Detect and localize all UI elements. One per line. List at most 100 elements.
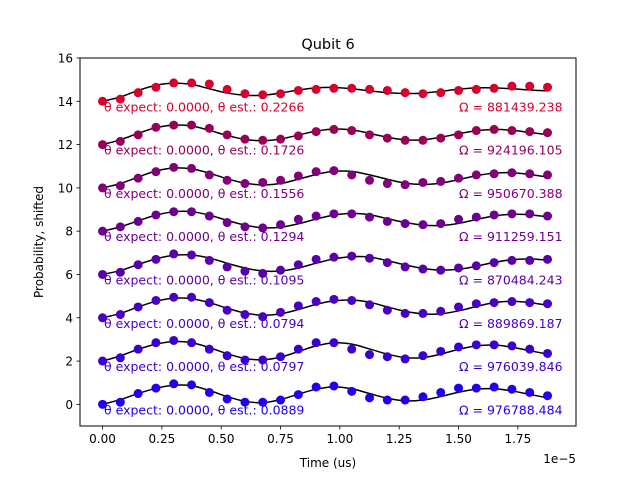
x-tick-label: 0.50 [208,432,235,446]
data-point [240,89,250,99]
data-point [507,384,517,394]
data-point [525,387,535,397]
x-tick-label: 0.00 [89,432,116,446]
data-point [454,342,464,352]
data-point [543,211,553,221]
data-point [204,298,214,308]
data-point [276,134,286,144]
data-point [169,207,179,217]
data-point [507,126,517,136]
y-tick-label: 10 [58,181,73,195]
data-point [187,163,197,173]
data-point [293,390,303,400]
data-point [329,381,339,391]
data-point [454,173,464,183]
data-point [400,308,410,318]
theta-annotation: θ expect: 0.0000, θ est.: 0.1095 [104,272,304,287]
data-point [311,211,321,221]
data-point [311,254,321,264]
omega-annotation: Ω = 976039.846 [459,359,563,374]
data-point [258,355,268,365]
data-point [276,352,286,362]
data-point [400,219,410,229]
data-point [382,352,392,362]
data-point [365,350,375,360]
data-point [311,297,321,307]
theta-annotation: θ expect: 0.0000, θ est.: 0.1556 [104,186,304,201]
data-point [115,353,125,363]
x-tick-label: 0.75 [267,432,294,446]
data-point [365,175,375,185]
data-point [98,356,108,366]
x-tick-label: 1.25 [386,432,413,446]
data-point [365,84,375,94]
data-point [400,262,410,272]
data-point [347,83,357,93]
data-point [258,312,268,322]
data-point [204,170,214,180]
data-point [454,85,464,95]
data-point [204,387,214,397]
data-point [98,313,108,323]
data-point [169,292,179,302]
data-point [489,258,499,268]
data-point [489,210,499,220]
data-point [133,302,143,312]
data-point [454,130,464,140]
data-point [329,124,339,134]
data-point [347,170,357,180]
data-point [311,338,321,348]
data-point [471,84,481,94]
data-point [507,297,517,307]
data-point [222,351,232,361]
data-point [204,255,214,265]
data-point [115,181,125,191]
data-point [436,219,446,229]
data-point [525,344,535,354]
data-point [187,250,197,260]
omega-annotation: Ω = 870484.243 [459,272,563,287]
plot-frame [79,57,577,427]
data-point [525,81,535,91]
data-point [151,82,161,92]
y-tick-label: 16 [58,52,73,66]
data-point [240,266,250,276]
data-point [489,298,499,308]
data-point [507,255,517,265]
data-point [489,83,499,93]
data-point [382,85,392,95]
data-point [382,258,392,268]
data-point [169,335,179,345]
data-point [329,338,339,348]
data-point [276,395,286,405]
data-point [98,269,108,279]
data-point [365,300,375,310]
x-tick-label: 1.50 [445,432,472,446]
data-point [507,81,517,91]
data-point [204,79,214,89]
data-point [400,88,410,98]
data-point [276,220,286,230]
theta-annotation: θ expect: 0.0000, θ est.: 0.2266 [104,99,304,114]
y-tick-label: 8 [65,225,73,239]
data-point [187,120,197,130]
data-point [400,135,410,145]
y-tick-label: 4 [65,311,73,325]
data-point [133,130,143,140]
data-point [525,255,535,265]
data-point [400,354,410,364]
data-point [471,170,481,180]
theta-annotation: θ expect: 0.0000, θ est.: 0.1726 [104,143,304,158]
data-point [258,135,268,145]
data-point [169,162,179,172]
data-point [204,211,214,221]
data-point [187,338,197,348]
data-point [240,179,250,189]
data-point [525,209,535,219]
data-point [276,175,286,185]
data-point [133,216,143,226]
data-point [365,253,375,263]
data-point [454,214,464,224]
data-point [151,295,161,305]
data-point [489,124,499,134]
